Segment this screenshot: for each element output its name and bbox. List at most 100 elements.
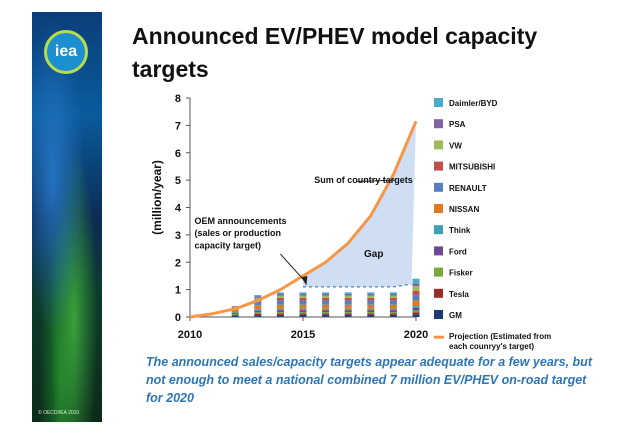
bar-renault-2016 — [322, 300, 330, 305]
bar-psa-2018 — [367, 294, 375, 296]
iea-logo: iea — [44, 30, 88, 74]
bar-nissan-2013 — [254, 305, 262, 310]
annotation-3: capacity target) — [195, 241, 262, 251]
bar-fisker-2018 — [367, 312, 375, 314]
annotation-1: OEM announcements — [195, 216, 287, 226]
bar-tesla-2019 — [389, 313, 397, 315]
bar-psa-2019 — [389, 294, 397, 296]
bar-psa-2015 — [299, 294, 307, 296]
legend-label-renault: RENAULT — [449, 184, 487, 193]
bar-fisker-2014 — [276, 312, 284, 314]
bar-fisker-2016 — [322, 312, 330, 314]
bar-renault-2015 — [299, 300, 307, 305]
bar-psa-2013 — [254, 296, 262, 298]
legend-swatch-think — [434, 225, 443, 235]
legend-label-vw: VW — [449, 141, 462, 150]
bar-vw-2012 — [231, 306, 239, 308]
bar-ford-2014 — [276, 310, 284, 313]
bar-ford-2015 — [299, 310, 307, 313]
bar-psa-2014 — [276, 294, 284, 296]
oem-arrow-head — [301, 275, 308, 286]
legend-swatch-tesla — [434, 288, 443, 298]
bar-psa-2017 — [344, 294, 352, 296]
bar-gm-2020 — [412, 314, 420, 317]
bar-think-2014 — [276, 308, 284, 311]
bar-daimler-byd-2018 — [367, 292, 375, 295]
bar-think-2015 — [299, 308, 307, 311]
bar-ford-2020 — [412, 307, 420, 311]
bar-vw-2013 — [254, 297, 262, 300]
bar-ford-2018 — [367, 310, 375, 313]
bar-vw-2017 — [344, 295, 352, 298]
legend-swatch-vw — [434, 140, 443, 150]
bar-vw-2019 — [389, 295, 397, 298]
bar-nissan-2015 — [299, 304, 307, 309]
bar-think-2012 — [231, 312, 239, 313]
bar-think-2018 — [367, 308, 375, 311]
bar-tesla-2014 — [276, 313, 284, 315]
bar-daimler-byd-2019 — [389, 292, 397, 295]
legend-swatch-daimler-byd — [434, 98, 443, 107]
y-tick-label-3: 3 — [175, 230, 181, 242]
bar-gm-2017 — [344, 314, 352, 317]
slide-caption: The announced sales/capacity targets app… — [146, 355, 592, 405]
bar-renault-2017 — [344, 300, 352, 305]
y-tick-label-2: 2 — [175, 257, 181, 269]
bar-ford-2016 — [322, 310, 330, 313]
legend-label-nissan: NISSAN — [449, 205, 479, 214]
x-tick-label-2010: 2010 — [178, 329, 202, 341]
bar-gm-2019 — [389, 314, 397, 317]
y-tick-label-1: 1 — [175, 285, 181, 297]
legend-swatch-ford — [434, 246, 443, 256]
legend-swatch-nissan — [434, 204, 443, 213]
bar-fisker-2013 — [254, 312, 262, 314]
annotation-4: Gap — [364, 249, 383, 260]
bar-tesla-2012 — [231, 314, 239, 316]
legend-swatch-psa — [434, 119, 443, 129]
bar-daimler-byd-2014 — [276, 292, 284, 295]
bar-nissan-2019 — [389, 304, 397, 309]
legend-label-daimler-byd: Daimler/BYD — [449, 99, 498, 108]
legend-label-gm: GM — [449, 311, 462, 320]
bar-ford-2017 — [344, 310, 352, 313]
bar-think-2019 — [389, 308, 397, 311]
bar-vw-2016 — [322, 295, 330, 298]
sum-arrow — [357, 179, 396, 182]
x-tick-label-2015: 2015 — [291, 329, 315, 341]
bar-mitsubishi-2016 — [322, 297, 330, 301]
bar-gm-2015 — [299, 314, 307, 317]
slide-title: Announced EV/PHEV model capacity targets — [132, 23, 538, 82]
bar-mitsubishi-2014 — [276, 297, 284, 301]
bar-daimler-byd-2013 — [254, 295, 262, 297]
legend-label-ford: Ford — [449, 247, 467, 256]
annotation-0: Sum of country targets — [314, 175, 413, 185]
y-tick-label-5: 5 — [175, 175, 181, 187]
bar-mitsubishi-2020 — [412, 290, 420, 296]
bar-think-2020 — [412, 306, 420, 308]
gap-area — [303, 121, 416, 287]
bar-tesla-2017 — [344, 313, 352, 315]
y-tick-label-0: 0 — [175, 312, 181, 324]
bar-vw-2014 — [276, 295, 284, 298]
legend-label-projection-2: each counryy's target) — [449, 342, 534, 351]
bar-gm-2012 — [231, 315, 239, 317]
bar-gm-2014 — [276, 314, 284, 317]
bar-vw-2015 — [299, 295, 307, 298]
legend-label-psa: PSA — [449, 120, 466, 129]
bar-mitsubishi-2019 — [389, 297, 397, 301]
legend-swatch-gm — [434, 310, 443, 319]
bar-tesla-2015 — [299, 313, 307, 315]
bar-ford-2012 — [231, 312, 239, 314]
legend-label-mitsubishi: MITSUBISHI — [449, 163, 495, 172]
bar-think-2016 — [322, 308, 330, 311]
y-tick-label-4: 4 — [175, 203, 182, 215]
bar-renault-2018 — [367, 300, 375, 305]
bar-nissan-2017 — [344, 304, 352, 309]
bar-fisker-2020 — [412, 310, 420, 313]
legend-label-tesla: Tesla — [449, 290, 469, 299]
bar-mitsubishi-2018 — [367, 297, 375, 301]
bar-daimler-byd-2017 — [344, 292, 352, 295]
bar-daimler-byd-2016 — [322, 292, 330, 295]
bar-daimler-byd-2015 — [299, 292, 307, 295]
